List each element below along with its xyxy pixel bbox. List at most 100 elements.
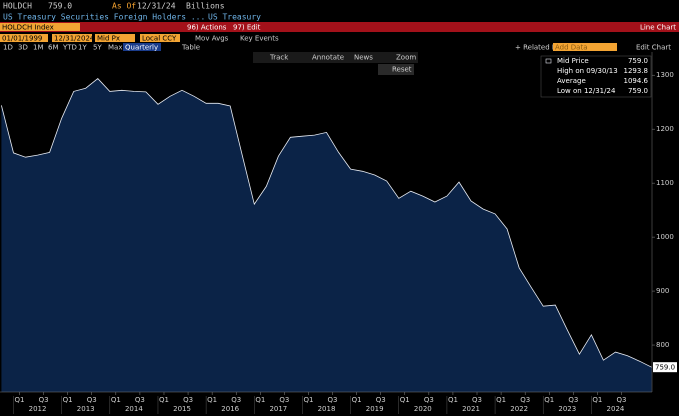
add-data[interactable]: Add Data xyxy=(555,44,588,52)
x-tick-label: Q3 xyxy=(520,396,530,404)
line xyxy=(1,78,652,368)
reset[interactable]: Reset xyxy=(392,66,412,74)
last-tag-box xyxy=(653,362,677,373)
year-label: 2023 xyxy=(558,405,576,413)
x-tick-label: Q1 xyxy=(544,396,554,404)
legend-value: 759.0 xyxy=(628,57,648,65)
year-label: 2024 xyxy=(607,405,625,413)
tool[interactable]: News xyxy=(354,54,373,62)
chart-kind: Line Chart xyxy=(640,24,676,32)
year-label: 2018 xyxy=(318,405,336,413)
period[interactable]: 6M xyxy=(48,44,59,52)
legend-box xyxy=(540,55,652,98)
as-of: As Of xyxy=(112,2,136,11)
x-tick-label: Q3 xyxy=(87,396,97,404)
field[interactable]: Mid Px xyxy=(97,35,120,43)
period[interactable]: 1D xyxy=(3,44,13,52)
legend-label: High on 09/30/13 xyxy=(557,67,618,75)
mov-avgs[interactable]: Mov Avgs xyxy=(195,35,229,43)
tool[interactable]: Annotate xyxy=(312,54,344,62)
x-tick-label: Q1 xyxy=(207,396,217,404)
reset-button[interactable] xyxy=(378,64,414,75)
as-of-date: 12/31/24 xyxy=(137,2,176,11)
x-tick-label: Q3 xyxy=(39,396,49,404)
x-tick-label: Q1 xyxy=(592,396,602,404)
ccy[interactable]: Local CCY xyxy=(142,35,177,43)
tool[interactable]: Track xyxy=(269,54,289,62)
security[interactable]: HOLDCH Index xyxy=(2,24,54,32)
x-tick-label: Q3 xyxy=(328,396,338,404)
period-bar: 1D 3D 1M 6M YTD 1Y 5Y Max xyxy=(3,44,122,52)
x-tick-label: Q1 xyxy=(111,396,121,404)
y-tick-label: 1200 xyxy=(656,125,674,133)
tool[interactable]: Zoom xyxy=(396,54,416,62)
frequency[interactable]: Quarterly xyxy=(125,44,158,52)
last: 759.0 xyxy=(48,2,72,11)
edit[interactable]: 97) Edit xyxy=(233,24,261,32)
x-tick-label: Q3 xyxy=(568,396,578,404)
x-tick-label: Q3 xyxy=(183,396,193,404)
x-tick-label: Q3 xyxy=(279,396,289,404)
start-box[interactable] xyxy=(0,34,48,42)
period[interactable]: 3D xyxy=(18,44,28,52)
year-label: 2021 xyxy=(462,405,480,413)
year-label: 2014 xyxy=(125,405,143,413)
x-tick-label: Q1 xyxy=(352,396,362,404)
legend-value: 1094.6 xyxy=(624,77,649,85)
period[interactable]: YTD xyxy=(62,44,77,52)
period[interactable]: 1M xyxy=(33,44,44,52)
year-label: 2022 xyxy=(510,405,528,413)
x-tick-label: Q1 xyxy=(159,396,169,404)
start-date[interactable]: 01/01/1999 xyxy=(2,35,42,43)
x-tick-label: Q1 xyxy=(63,396,73,404)
x-tick-label: Q1 xyxy=(400,396,410,404)
x-tick-label: Q3 xyxy=(231,396,241,404)
year-label: 2015 xyxy=(173,405,191,413)
y-tick-label: 1100 xyxy=(656,179,674,187)
field-box[interactable] xyxy=(95,34,135,42)
legend-label: Mid Price xyxy=(557,57,589,65)
add-data-box[interactable] xyxy=(553,43,617,51)
related-data[interactable]: + Related Dat xyxy=(515,44,565,52)
x-tick-label: Q1 xyxy=(15,396,25,404)
ccy-box[interactable] xyxy=(140,34,180,42)
actions[interactable]: 96) Actions xyxy=(187,24,227,32)
year-label: 2019 xyxy=(366,405,384,413)
period[interactable]: 5Y xyxy=(93,44,102,52)
security-box xyxy=(0,23,80,31)
legend: Mid Price 759.0 High on 09/30/13 1293.8 Aver… xyxy=(545,57,649,95)
x-tick-label: Q1 xyxy=(255,396,265,404)
end-box[interactable] xyxy=(52,34,92,42)
freq-box[interactable] xyxy=(123,43,161,51)
x-tick-label: Q1 xyxy=(496,396,506,404)
y-tick-label: 1300 xyxy=(656,71,674,79)
x-tick-label: Q3 xyxy=(376,396,386,404)
year-label: 2013 xyxy=(77,405,95,413)
area-fill xyxy=(1,78,652,392)
period[interactable]: Max xyxy=(108,44,122,52)
table[interactable]: Table xyxy=(181,44,200,52)
y-tick-label: 800 xyxy=(656,341,669,349)
legend-value: 1293.8 xyxy=(624,67,649,75)
legend-label: Average xyxy=(557,77,586,85)
legend-label: Low on 12/31/24 xyxy=(557,87,616,95)
edit-chart[interactable]: Edit Chart xyxy=(636,44,671,52)
period[interactable]: 1Y xyxy=(78,44,87,52)
legend-value: 759.0 xyxy=(628,87,648,95)
plot: 800 900 1000 1100 1200 1300 Q1 Q3 Q1 Q3 Q1 Q3 Q1 Q3 Q1… xyxy=(0,52,677,414)
year-label: 2020 xyxy=(414,405,432,413)
units: Billions xyxy=(186,2,225,11)
description-2: US Treasury xyxy=(208,13,261,22)
x-tick-label: Q1 xyxy=(303,396,313,404)
y-tick-label: 1000 xyxy=(656,233,674,241)
description: US Treasury Securities Foreign Holders .… xyxy=(3,13,205,22)
legend-swatch xyxy=(545,58,552,64)
year-label: 2012 xyxy=(29,405,47,413)
key-events[interactable]: Key Events xyxy=(240,35,279,43)
last-tag: 759.0 xyxy=(655,364,675,372)
end-date[interactable]: 12/31/2024 xyxy=(54,35,95,43)
red-bar xyxy=(0,22,679,32)
x-tick-label: Q3 xyxy=(135,396,145,404)
